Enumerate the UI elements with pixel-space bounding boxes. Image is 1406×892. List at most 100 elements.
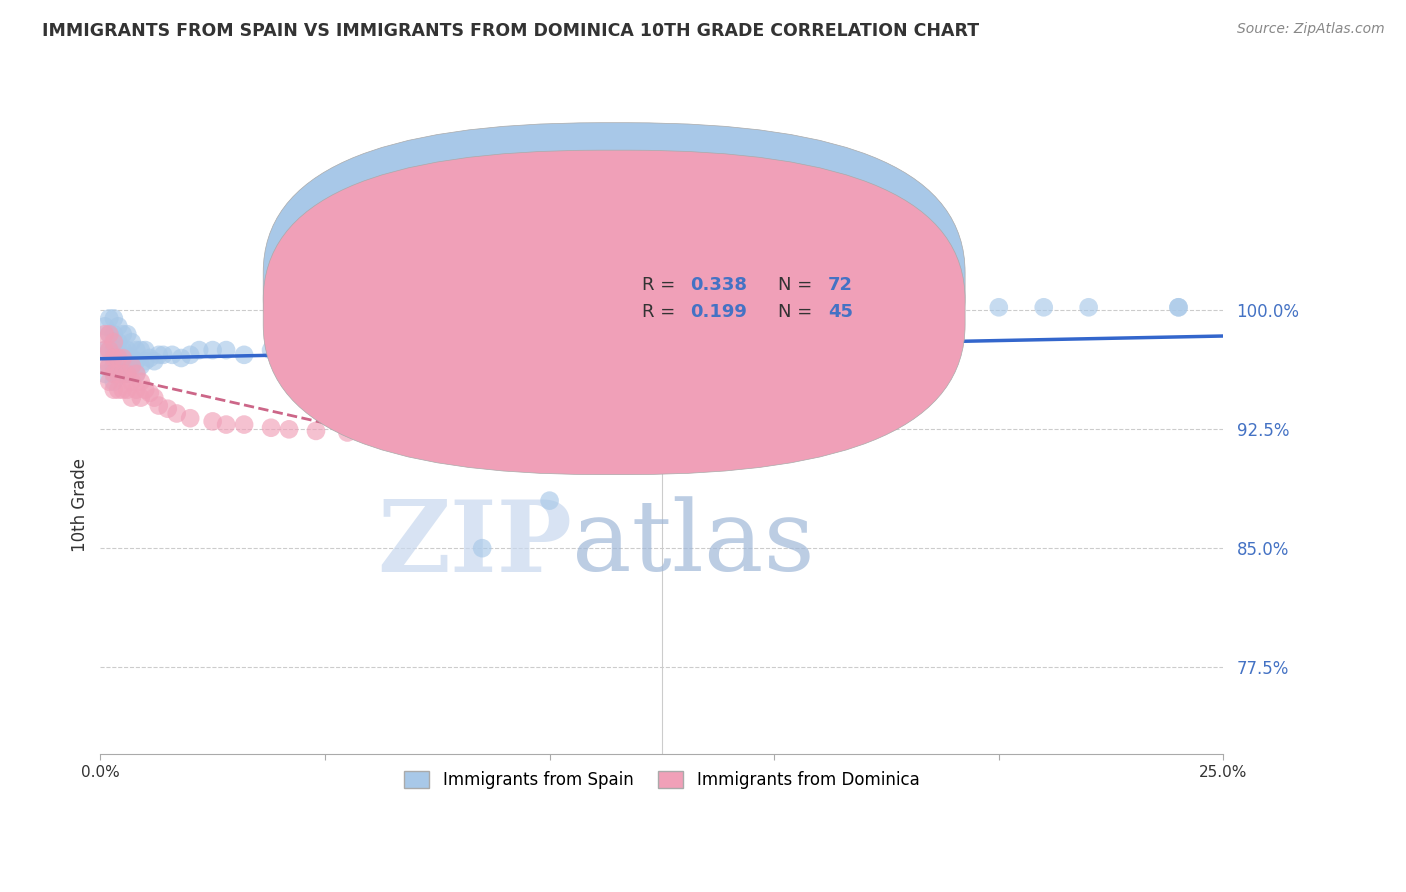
Point [404,428,426,442]
Text: 45: 45 [828,303,853,321]
Point [103,311,125,326]
Point [139,351,162,365]
Point [987,300,1010,314]
Point [125,354,148,368]
Point [107,359,129,373]
Point [111,327,134,342]
Point [426,343,449,357]
Point [103,351,125,365]
Point [111,367,134,381]
Point [718,343,741,357]
Point [134,343,156,357]
Point [98,359,121,373]
Point [103,367,125,381]
Point [381,348,404,362]
Point [143,391,166,405]
Point [148,348,170,362]
Point [853,343,876,357]
Point [107,319,129,334]
Point [179,411,201,425]
Point [107,351,129,365]
Point [305,424,328,438]
Point [160,348,183,362]
Point [129,391,152,405]
Point [156,401,179,416]
Point [117,367,139,381]
Point [538,493,561,508]
Point [215,343,238,357]
Point [98,311,121,326]
Point [98,327,121,342]
Point [628,343,651,357]
Point [103,383,125,397]
Point [471,432,494,446]
Text: atlas: atlas [572,497,815,592]
Point [121,359,143,373]
Point [201,343,224,357]
Point [134,354,156,368]
Point [166,407,188,421]
Text: R =: R = [641,303,681,321]
Point [278,422,301,436]
Point [117,327,139,342]
Point [121,359,143,373]
Text: N =: N = [778,276,817,294]
Point [143,354,166,368]
Point [260,421,283,435]
Point [111,343,134,357]
Point [201,414,224,428]
Point [117,383,139,397]
Point [94,343,117,357]
Point [121,375,143,389]
Point [103,343,125,357]
Point [1167,300,1189,314]
Y-axis label: 10th Grade: 10th Grade [72,458,89,551]
Point [94,367,117,381]
Point [786,343,808,357]
Point [107,367,129,381]
Text: 0.199: 0.199 [690,303,747,321]
Point [278,348,301,362]
Point [404,343,426,357]
Point [94,359,117,373]
Point [98,375,121,389]
Point [98,343,121,357]
Point [538,343,561,357]
Point [129,375,152,389]
Text: 0.338: 0.338 [690,276,747,294]
Point [494,343,516,357]
FancyBboxPatch shape [263,123,965,447]
Point [107,335,129,350]
Point [107,343,129,357]
Point [103,375,125,389]
Point [121,391,143,405]
Point [125,367,148,381]
Point [129,343,152,357]
Text: R =: R = [641,276,681,294]
Point [117,367,139,381]
Point [188,343,211,357]
Point [471,541,494,556]
Point [94,327,117,342]
Point [117,343,139,357]
Point [111,351,134,365]
Point [111,383,134,397]
Point [98,327,121,342]
Point [98,343,121,357]
Point [107,367,129,381]
Point [1032,300,1054,314]
Point [170,351,193,365]
Point [98,359,121,373]
Point [134,383,156,397]
Point [336,425,359,440]
Text: IMMIGRANTS FROM SPAIN VS IMMIGRANTS FROM DOMINICA 10TH GRADE CORRELATION CHART: IMMIGRANTS FROM SPAIN VS IMMIGRANTS FROM… [42,22,980,40]
Point [1167,300,1189,314]
Point [233,417,256,432]
Point [1077,300,1099,314]
Point [111,367,134,381]
Text: Source: ZipAtlas.com: Source: ZipAtlas.com [1237,22,1385,37]
Point [121,351,143,365]
Point [260,343,283,357]
Point [359,343,381,357]
Point [103,367,125,381]
